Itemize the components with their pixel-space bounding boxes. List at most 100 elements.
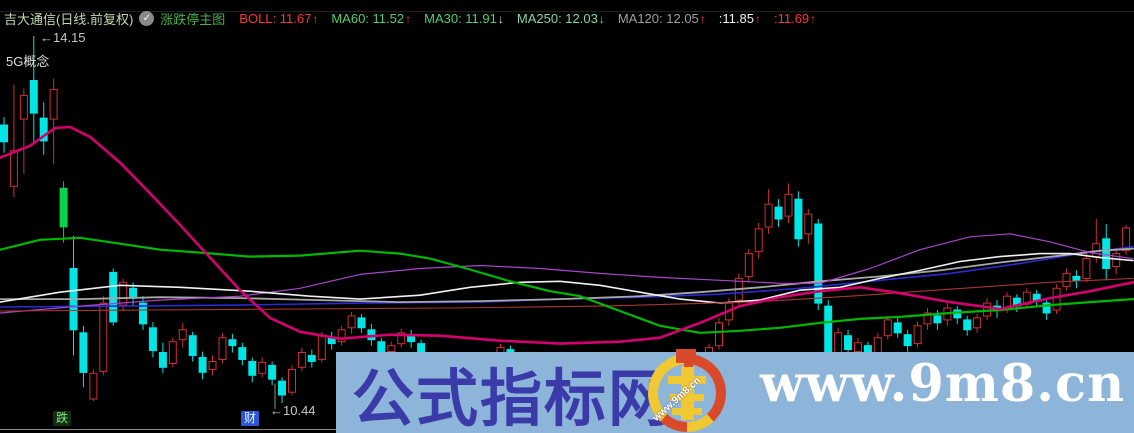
candle [19,88,28,174]
candle [208,355,217,376]
candle [99,296,108,376]
candle [228,333,237,353]
candle [59,181,68,243]
candle [983,298,992,320]
axis-marker-跌: 跌 [53,411,72,426]
legend-item-ma60: MA60: 11.52↑ [331,11,411,26]
candle [278,377,286,403]
check-icon-glyph: ✓ [142,12,151,24]
indicator-legend-bar: 吉大通信(日线.前复权) ✓ 涨跌停主图 BOLL: 11.67↑ MA60: 1… [4,9,829,27]
check-icon[interactable]: ✓ [139,10,155,26]
legend-items: BOLL: 11.67↑ MA60: 11.52↑ MA30: 11.91↓ MA25… [239,11,829,26]
candle [337,325,346,346]
candle [1042,298,1051,320]
down-arrow-icon: ↓ [598,11,605,26]
candle [188,331,197,362]
candle [168,337,177,368]
candle [327,331,336,350]
candle [29,36,38,145]
up-arrow-icon: ↑ [810,11,817,26]
candle [1062,268,1071,291]
candle [1072,270,1081,289]
candle [288,365,296,396]
candle [357,314,366,333]
candle [1102,224,1111,281]
candle [198,351,207,380]
down-arrow-icon: ↓ [497,11,504,26]
candle [754,223,763,259]
candle [0,117,8,153]
candle [148,321,157,358]
candle [794,191,803,247]
candle [973,314,982,333]
candle [953,306,962,324]
logo-glyph-bar [672,408,702,415]
low-price-value: 10.44 [283,403,316,418]
legend-value-boll: BOLL: 11.67 [239,10,312,26]
legend-value-ma30: MA30: 11.91 [424,10,497,26]
legend-value-val1: :11.85 [718,10,754,26]
legend-item-val1: :11.85↑ [719,11,761,26]
candle [258,357,267,378]
ma-line-unnamed-red [0,277,1134,312]
axis-marker-财: 财 [241,411,260,426]
candle [248,357,257,383]
indicator-name[interactable]: 涨跌停主图 [160,11,226,27]
legend-value-ma120: MA120: 12.05 [617,10,699,26]
candle [307,349,316,368]
legend-item-ma120: MA120: 12.05↑ [618,11,706,26]
logo-glyph-bar [668,376,706,384]
candle [158,342,167,374]
up-arrow-icon: ↑ [699,11,706,26]
candle [238,342,247,366]
left-arrow-icon: ← [270,403,283,418]
candle [9,84,18,198]
candle [913,321,922,348]
candle [774,199,783,227]
candle [883,315,892,340]
candle [923,308,932,330]
watermark-logo-icon: www.9m8.cn [648,349,726,432]
ma-line-MA30 [0,233,1134,314]
up-arrow-icon: ↑ [754,11,761,26]
candle [1082,253,1091,283]
candle [79,325,88,388]
candle [744,248,753,283]
legend-item-boll: BOLL: 11.67↑ [239,11,318,26]
concept-tag: 5G概念 [6,54,50,69]
candle [407,329,416,348]
legend-item-val2: :11.69↑ [774,11,816,26]
legend-item-ma250: MA250: 12.03↓ [517,11,605,26]
candle [963,315,972,336]
up-arrow-icon: ↑ [405,11,412,26]
candle [218,332,227,364]
logo-glyph-bar [670,394,704,401]
candle [347,312,356,334]
candle [804,209,813,244]
candle [1022,288,1031,308]
candle [1032,290,1041,307]
candle [69,235,78,356]
legend-value-val2: :11.69 [773,10,810,26]
candle [89,369,98,401]
candle [715,317,723,350]
low-price-annotation: ←10.44 [270,403,316,418]
watermark-brand-text: 公式指标网 [352,365,673,433]
high-price-annotation: ←14.15 [40,30,86,45]
candle [268,361,277,386]
ma-line-MA120 [0,247,1134,304]
candle [119,278,128,310]
candle [844,329,852,356]
candle [784,183,793,223]
ma-line-unnamed-white [0,252,1134,304]
candle [903,329,912,352]
candle [49,78,58,165]
candle [297,347,306,372]
candle [178,322,187,348]
candle [109,268,118,326]
top-divider [0,11,1134,12]
stock-title: 吉大通信(日线.前复权) [4,11,134,27]
legend-item-ma30: MA30: 11.91↓ [424,11,504,26]
watermark-url-text: www.9m8.cn [760,354,1126,414]
